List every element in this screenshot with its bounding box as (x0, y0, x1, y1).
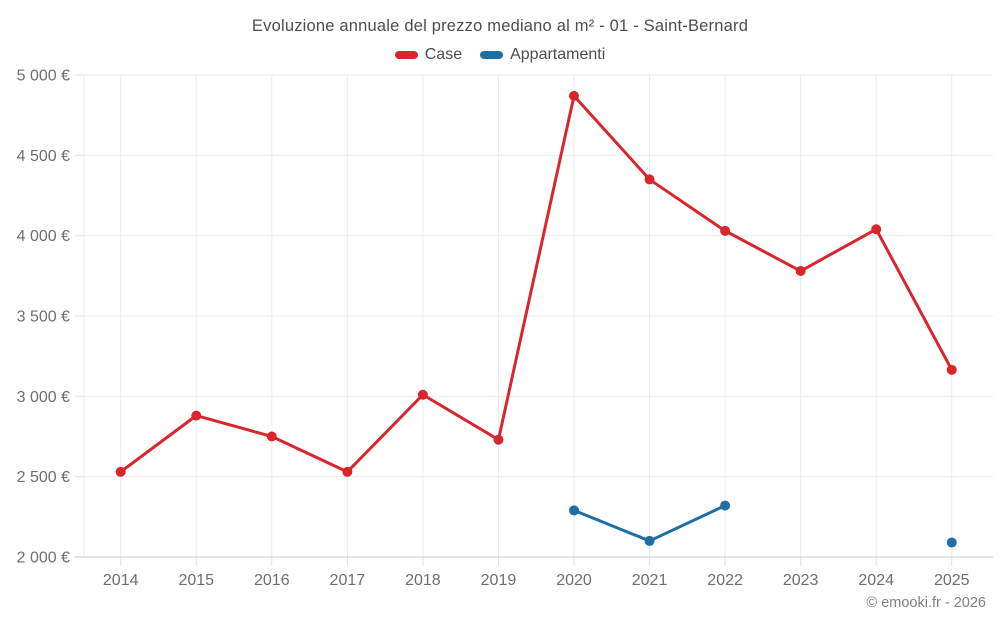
data-point-appartamenti[interactable] (644, 535, 655, 546)
y-tick-label: 3 500 € (17, 309, 70, 326)
chart-title: Evoluzione annuale del prezzo mediano al… (251, 17, 749, 35)
data-point-case[interactable] (795, 266, 806, 277)
x-tick-label: 2024 (858, 572, 894, 589)
legend-swatch-appartamenti-icon (480, 51, 504, 59)
x-tick-label: 2016 (254, 572, 290, 589)
legend-label-appartamenti: Appartamenti (510, 46, 606, 63)
copyright-text: © emooki.fr - 2026 (866, 595, 986, 611)
data-point-case[interactable] (417, 389, 428, 400)
legend-swatch-case-icon (394, 51, 418, 59)
x-tick-label: 2022 (707, 572, 743, 589)
y-tick-label: 4 500 € (17, 148, 70, 165)
data-point-case[interactable] (493, 434, 504, 445)
data-point-case[interactable] (720, 225, 731, 236)
x-tick-label: 2018 (405, 572, 441, 589)
legend-label-case: Case (424, 46, 463, 63)
legend-item-appartamenti[interactable]: Appartamenti (480, 46, 605, 64)
data-point-appartamenti[interactable] (720, 500, 731, 511)
data-point-case[interactable] (569, 90, 579, 101)
x-tick-label: 2017 (330, 572, 366, 589)
x-tick-label: 2020 (556, 572, 592, 589)
data-point-case[interactable] (342, 466, 353, 477)
x-tick-label: 2021 (632, 572, 668, 589)
data-point-case[interactable] (191, 410, 202, 421)
data-point-case[interactable] (871, 224, 882, 235)
data-point-case[interactable] (115, 466, 126, 477)
y-tick-label: 2 500 € (17, 469, 70, 486)
x-tick-label: 2014 (103, 572, 139, 589)
data-point-appartamenti[interactable] (946, 537, 957, 548)
legend: Case Appartamenti (0, 46, 1000, 64)
series-line-case (119, 94, 954, 474)
y-tick-label: 2 000 € (17, 550, 70, 567)
x-tick-label: 2023 (783, 572, 819, 589)
data-point-case[interactable] (266, 431, 277, 442)
data-point-case[interactable] (946, 364, 957, 375)
x-tick-label: 2019 (481, 572, 517, 589)
y-tick-label: 3 000 € (17, 389, 70, 406)
legend-item-case[interactable]: Case (394, 46, 463, 64)
x-tick-label: 2025 (934, 572, 970, 589)
data-point-appartamenti[interactable] (569, 505, 579, 516)
y-tick-label: 4 000 € (17, 228, 70, 245)
x-tick-label: 2015 (178, 572, 214, 589)
data-point-case[interactable] (644, 174, 655, 185)
y-tick-label: 5 000 € (17, 68, 70, 85)
